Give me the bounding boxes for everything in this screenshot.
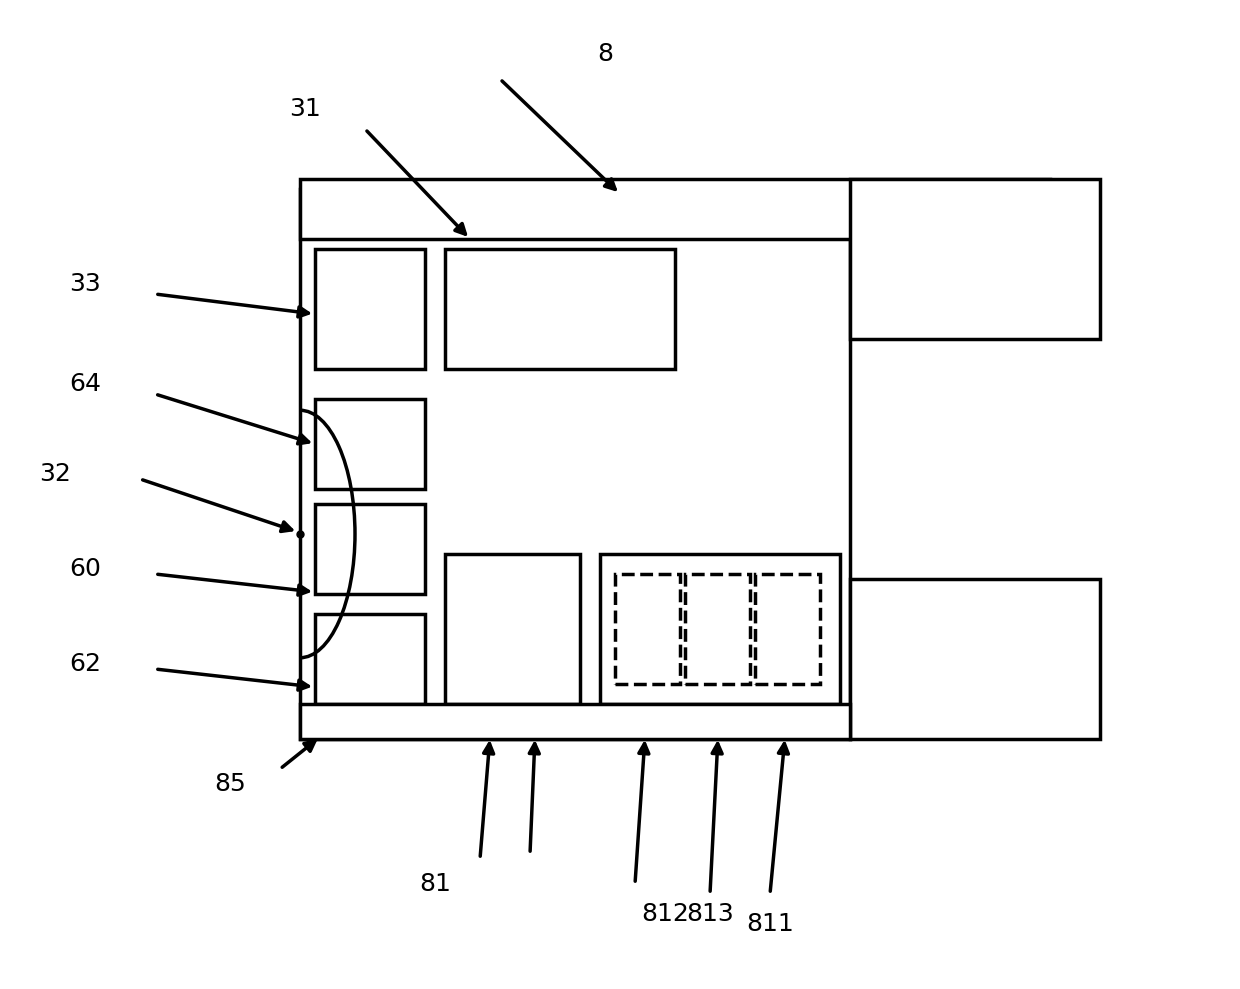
Text: 85: 85 <box>215 772 246 796</box>
Bar <box>600 554 839 704</box>
Bar <box>300 189 849 739</box>
Bar <box>615 574 680 684</box>
Bar <box>300 704 849 739</box>
Bar <box>315 249 425 369</box>
Text: 8: 8 <box>596 42 613 66</box>
Text: 62: 62 <box>69 652 100 676</box>
Bar <box>315 614 425 704</box>
Bar <box>849 579 1100 739</box>
Text: 33: 33 <box>69 272 100 296</box>
Bar <box>445 554 580 704</box>
Bar <box>315 504 425 594</box>
Bar <box>755 574 820 684</box>
Text: 811: 811 <box>746 912 794 936</box>
Bar <box>684 574 750 684</box>
Bar <box>849 179 1100 339</box>
Bar <box>445 249 675 369</box>
Bar <box>315 399 425 489</box>
Text: 60: 60 <box>69 557 100 581</box>
Text: 64: 64 <box>69 372 100 396</box>
Text: 81: 81 <box>419 872 451 896</box>
Text: 31: 31 <box>289 97 321 121</box>
Bar <box>300 179 1050 239</box>
Text: 32: 32 <box>40 462 71 486</box>
Text: 812: 812 <box>641 902 689 926</box>
Text: 813: 813 <box>686 902 734 926</box>
